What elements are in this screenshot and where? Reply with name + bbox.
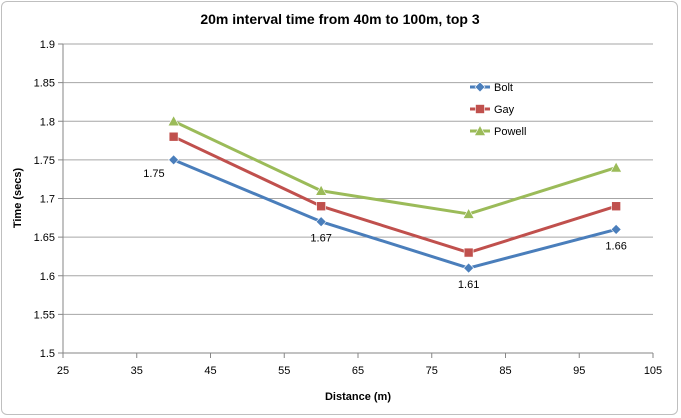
- x-tick-label: 25: [57, 365, 69, 377]
- chart-title: 20m interval time from 40m to 100m, top …: [200, 11, 480, 27]
- series-line-gay: [172, 135, 617, 255]
- y-tick-label: 1.65: [34, 232, 55, 244]
- data-label: 1.75: [143, 168, 164, 180]
- y-tick-label: 1.85: [34, 78, 55, 90]
- legend-item-gay: Gay: [470, 104, 515, 116]
- legend-item-bolt: Bolt: [470, 81, 513, 94]
- y-axis-title: Time (secs): [12, 167, 24, 228]
- data-point-powell: [167, 115, 180, 127]
- legend-label-gay: Gay: [494, 104, 515, 116]
- data-point-bolt: [168, 154, 180, 166]
- data-point-bolt: [463, 262, 475, 274]
- series-line-powell: [172, 119, 617, 216]
- x-tick-label: 75: [426, 365, 438, 377]
- legend-label-powell: Powell: [494, 126, 526, 138]
- y-tick-label: 1.8: [40, 116, 55, 128]
- y-tick-label: 1.6: [40, 271, 55, 283]
- data-point-gay: [463, 247, 474, 258]
- legend-marker-powell: [473, 124, 487, 136]
- data-point-gay: [611, 201, 621, 212]
- x-axis-title: Distance (m): [325, 391, 391, 403]
- x-tick-label: 95: [573, 365, 585, 377]
- data-point-powell: [462, 207, 475, 219]
- x-tick-label: 35: [131, 365, 143, 377]
- data-point-gay: [168, 131, 179, 142]
- data-label: 1.61: [458, 279, 479, 291]
- legend-item-powell: Powell: [470, 124, 526, 138]
- x-tick-label: 105: [644, 365, 662, 377]
- x-tick-label: 55: [278, 365, 290, 377]
- y-tick-labels: 1.5 1.55 1.6 1.65 1.7 1.75 1.8 1.85 1.9: [34, 39, 55, 360]
- legend-label-bolt: Bolt: [494, 82, 513, 94]
- legend: Bolt Gay Powell: [470, 81, 526, 138]
- data-point-powell: [315, 184, 328, 196]
- series-layer: [167, 115, 623, 274]
- data-label: 1.67: [310, 233, 331, 245]
- series-bolt: [168, 154, 622, 274]
- series-gay: [168, 131, 621, 258]
- axes: [58, 43, 654, 358]
- x-tick-label: 45: [204, 365, 216, 377]
- data-label: 1.66: [605, 240, 626, 252]
- data-point-powell: [610, 161, 623, 173]
- series-powell: [167, 115, 623, 219]
- x-tick-label: 65: [352, 365, 364, 377]
- y-tick-label: 1.7: [40, 194, 55, 206]
- y-tick-label: 1.55: [34, 309, 55, 321]
- data-labels: 1.75 1.67 1.61 1.66: [143, 168, 627, 291]
- series-line-bolt: [173, 158, 617, 270]
- legend-marker-gay: [475, 104, 485, 114]
- x-tick-labels: 25 35 45 55 65 75 85 95 105: [57, 365, 662, 377]
- gridlines: [63, 43, 653, 315]
- y-tick-label: 1.9: [40, 39, 55, 51]
- x-tick-label: 85: [499, 365, 511, 377]
- data-point-gay: [316, 201, 326, 212]
- y-tick-label: 1.5: [40, 348, 55, 360]
- legend-marker-bolt: [474, 81, 486, 93]
- data-point-bolt: [315, 216, 327, 228]
- data-point-bolt: [610, 223, 622, 235]
- y-tick-label: 1.75: [34, 155, 55, 167]
